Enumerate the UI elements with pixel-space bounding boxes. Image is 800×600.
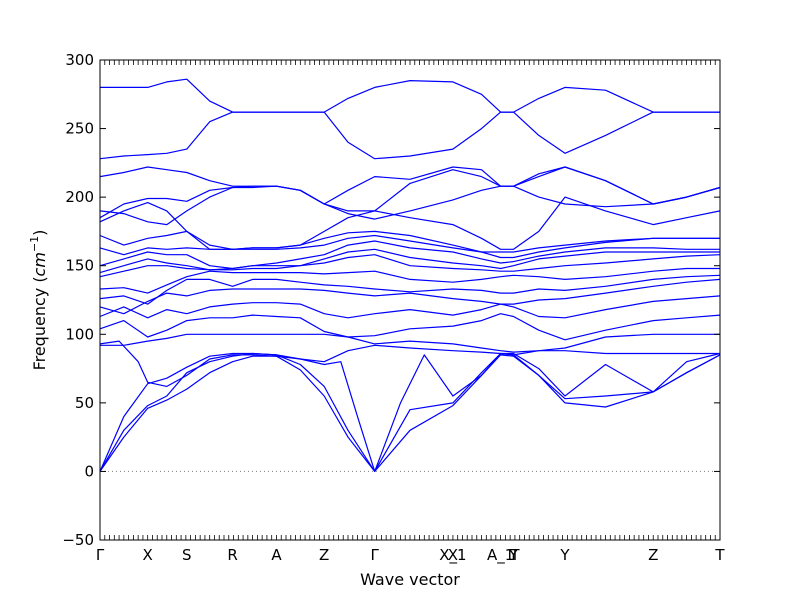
band-line-17 <box>99 185 721 220</box>
band-line-15 <box>99 230 720 253</box>
y-axis-label-close: ) <box>30 230 49 236</box>
band-line-6 <box>99 313 721 341</box>
x-tick-label: S <box>182 546 192 564</box>
x-tick-label: Y <box>508 546 519 564</box>
x-axis-label: Wave vector <box>360 570 460 589</box>
band-line-13 <box>99 240 720 270</box>
y-axis: −50 0 50 100 150 200 250 300 <box>62 51 720 549</box>
x-tick-label: A_1 <box>487 546 514 565</box>
y-tick-label: −50 <box>62 531 94 549</box>
band-line-21 <box>100 78 720 113</box>
y-axis-label-text: Frequency ( <box>30 276 49 370</box>
y-tick-label: 0 <box>84 462 94 480</box>
y-axis-label: Frequency (cm−1) <box>28 230 49 371</box>
band-line-18 <box>99 166 721 226</box>
x-tick-label: Z <box>319 546 329 564</box>
x-tick-label: T <box>714 546 725 564</box>
x-tick-label: Γ <box>96 546 105 564</box>
plot-area <box>99 78 721 472</box>
band-line-12 <box>99 248 720 274</box>
band-line-19 <box>99 166 721 205</box>
y-tick-label: 300 <box>65 51 94 69</box>
band-line-20 <box>99 111 720 160</box>
y-tick-label: 200 <box>65 188 94 206</box>
band-line-5 <box>100 333 720 353</box>
x-tick-label: A <box>271 546 282 564</box>
x-tick-label: Γ <box>371 546 380 564</box>
x-tick-label: X <box>143 546 153 564</box>
band-line-14 <box>99 234 720 259</box>
x-axis: Γ X S R A Z Γ X_1X A_1TY Y Z T <box>96 60 725 565</box>
plot-frame <box>99 59 721 541</box>
band-line-7 <box>99 295 721 319</box>
band-line-11 <box>99 254 721 278</box>
x-tick-label: Y <box>559 546 570 564</box>
y-axis-label-unit-exp: −1 <box>28 236 41 252</box>
x-tick-label: Z <box>648 546 658 564</box>
band-line-8 <box>99 278 721 315</box>
band-line-3 <box>99 352 721 472</box>
y-tick-label: 100 <box>65 325 94 343</box>
x-tick-label: X <box>448 546 458 564</box>
y-axis-label-unit-base: cm <box>30 252 49 276</box>
x-tick-label: R <box>227 546 237 564</box>
band-line-9 <box>99 274 721 305</box>
band-line-4 <box>99 340 720 387</box>
x-tick-label: X_1 <box>439 546 466 565</box>
x-tick-label: T <box>509 546 520 564</box>
y-tick-label: 150 <box>65 257 94 275</box>
y-tick-label: 250 <box>65 120 94 138</box>
band-line-16 <box>99 196 721 250</box>
band-line-10 <box>99 267 720 294</box>
y-tick-label: 50 <box>75 394 94 412</box>
band-line-1 <box>99 354 721 472</box>
